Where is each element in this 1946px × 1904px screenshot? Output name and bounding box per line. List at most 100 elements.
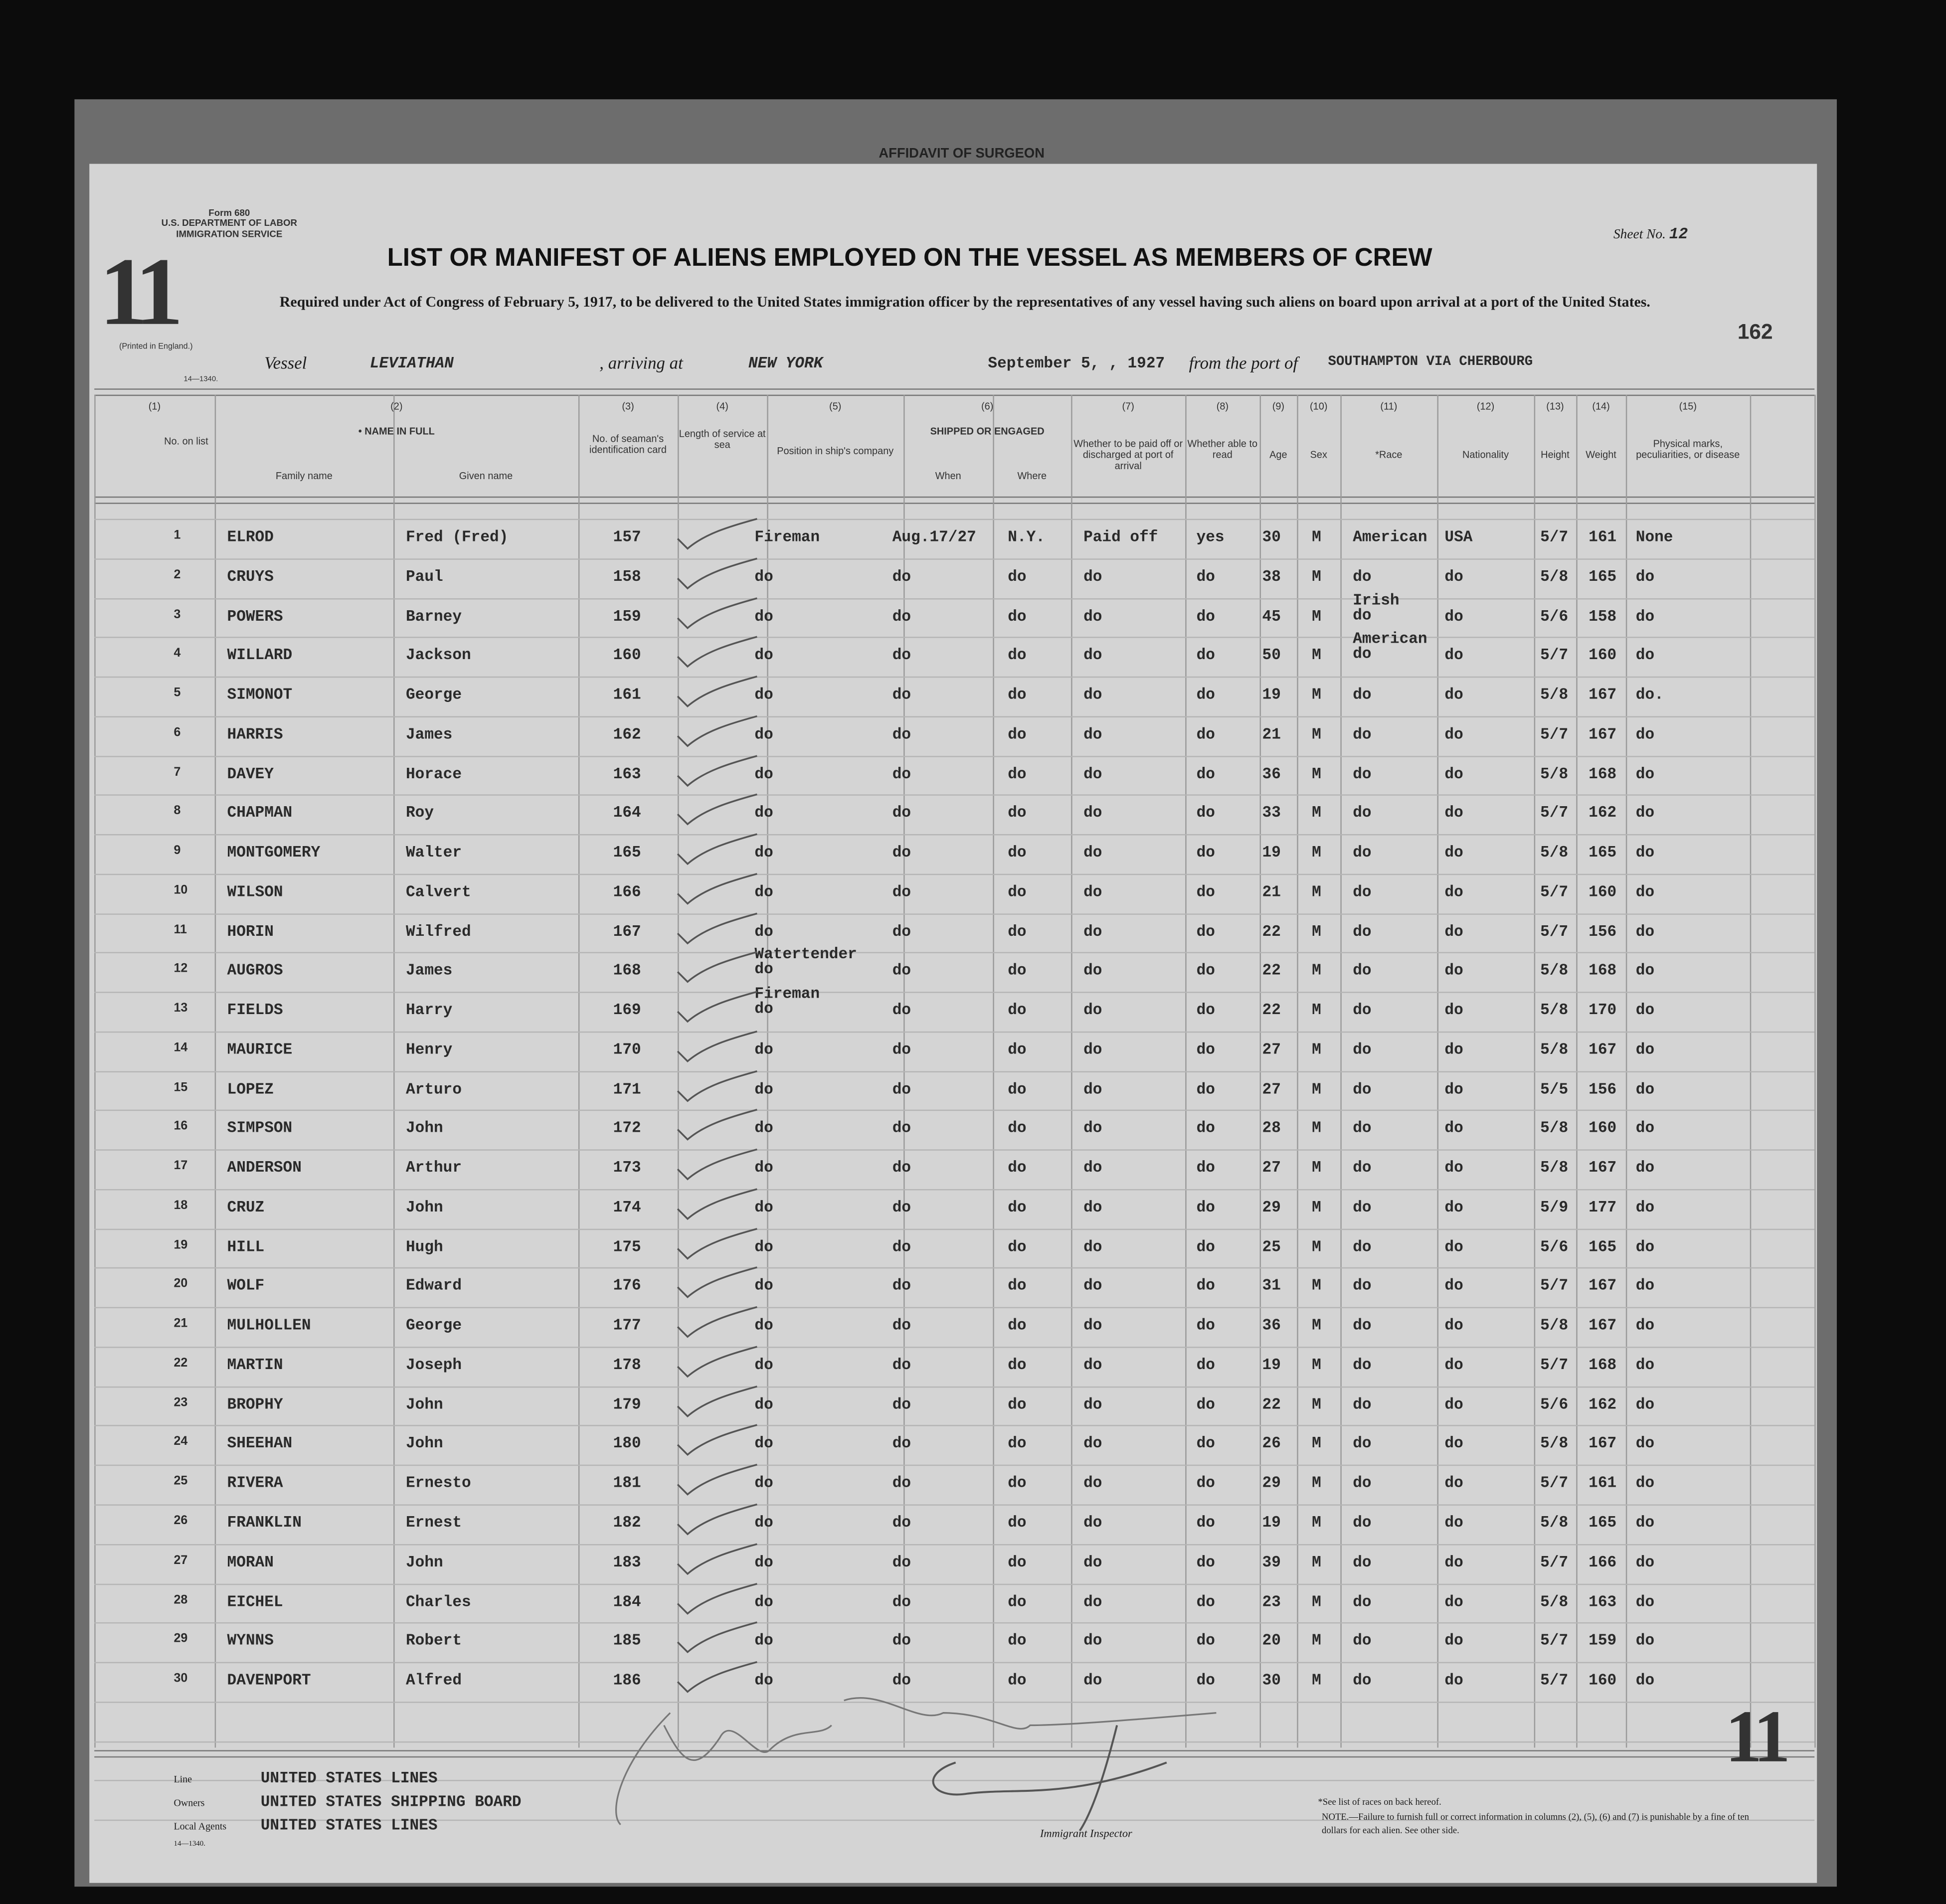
check-mark-icon: [677, 676, 757, 708]
shipped-when: do: [892, 1041, 911, 1059]
paid-off: do: [1083, 1435, 1102, 1453]
col-race: *Race: [1375, 449, 1403, 461]
position: do: [754, 1632, 773, 1650]
shipped-when: do: [892, 923, 911, 941]
shipped-where: do: [1008, 765, 1027, 783]
given-name: Ernesto: [405, 1475, 471, 1493]
weight: 156: [1589, 923, 1617, 941]
card-number: 160: [613, 647, 641, 665]
height: 5/8: [1540, 1593, 1569, 1611]
row-rule: [94, 1347, 1815, 1348]
weight: 158: [1589, 607, 1617, 625]
physical-marks: do: [1635, 568, 1655, 586]
line-value: UNITED STATES LINES: [260, 1770, 438, 1788]
position: Watertender do: [754, 946, 857, 979]
sex: M: [1312, 1357, 1321, 1374]
physical-marks: do: [1635, 1554, 1655, 1571]
check-mark-icon: [677, 1267, 757, 1299]
sex: M: [1312, 528, 1321, 546]
nationality: do: [1444, 1396, 1463, 1413]
check-mark-icon: [677, 1069, 757, 1102]
family-name: SIMONOT: [227, 686, 293, 704]
column-number: (4): [716, 401, 728, 412]
nationality: do: [1444, 1317, 1463, 1335]
shipped-when: do: [892, 1080, 911, 1098]
shipped-where: do: [1008, 1396, 1027, 1413]
row-number: 7: [174, 765, 181, 779]
weight: 167: [1589, 686, 1617, 704]
position: do: [754, 725, 773, 743]
check-mark-icon: [677, 1543, 757, 1575]
voyage-line: Vessel LEVIATHAN , arriving at NEW YORK …: [264, 355, 1604, 375]
paid-off: do: [1083, 1357, 1102, 1374]
able-to-read: do: [1196, 1396, 1215, 1413]
card-number: 158: [613, 568, 641, 586]
paid-off: do: [1083, 962, 1102, 980]
sex: M: [1312, 1238, 1321, 1256]
family-name: WILLARD: [227, 647, 293, 665]
row-rule: [94, 519, 1815, 520]
check-mark-icon: [677, 1227, 757, 1260]
given-name: John: [405, 1435, 443, 1453]
physical-marks: do: [1635, 1120, 1655, 1138]
physical-marks: do: [1635, 1002, 1655, 1020]
form-dept: U.S. DEPARTMENT OF LABOR: [161, 217, 298, 229]
height: 5/8: [1540, 1317, 1569, 1335]
position: do: [754, 1514, 773, 1532]
able-to-read: do: [1196, 1317, 1215, 1335]
row-rule: [94, 1622, 1815, 1624]
col-when: When: [935, 470, 961, 482]
family-name: ELROD: [227, 528, 274, 546]
race: do: [1353, 1632, 1372, 1650]
given-name: Charles: [405, 1593, 471, 1611]
shipped-when: do: [892, 1120, 911, 1138]
vessel-name: LEVIATHAN: [369, 355, 454, 372]
given-name: Barney: [405, 607, 462, 625]
footer-code: 14—1340.: [174, 1841, 205, 1849]
col-weight: Weight: [1586, 449, 1616, 461]
nationality: do: [1444, 1357, 1463, 1374]
position: Fireman: [754, 528, 820, 546]
card-number: 185: [613, 1632, 641, 1650]
row-number: 19: [174, 1238, 188, 1252]
inspector-label: Immigrant Inspector: [1040, 1827, 1132, 1840]
given-name: Harry: [405, 1002, 453, 1020]
weight: 161: [1589, 528, 1617, 546]
card-number: 177: [613, 1317, 641, 1335]
column-number: (2): [390, 401, 403, 412]
row-rule: [94, 834, 1815, 836]
family-name: WILSON: [227, 883, 283, 901]
col-paid: Whether to be paid off or discharged at …: [1073, 438, 1183, 472]
nationality: do: [1444, 1593, 1463, 1611]
family-name: HORIN: [227, 923, 274, 941]
paid-off: do: [1083, 1632, 1102, 1650]
given-name: Hugh: [405, 1238, 443, 1256]
shipped-where: do: [1008, 1514, 1027, 1532]
paid-off: do: [1083, 1593, 1102, 1611]
able-to-read: do: [1196, 1277, 1215, 1295]
physical-marks: do: [1635, 1514, 1655, 1532]
age: 21: [1262, 883, 1281, 901]
family-name: WOLF: [227, 1277, 265, 1295]
form-big-number: 11: [99, 237, 183, 346]
height: 5/5: [1540, 1080, 1569, 1098]
shipped-where: do: [1008, 1593, 1027, 1611]
from-port: SOUTHAMPTON VIA CHERBOURG: [1328, 355, 1533, 370]
row-rule: [94, 1386, 1815, 1387]
row-rule: [94, 637, 1815, 639]
check-mark-icon: [677, 636, 757, 668]
paid-off: do: [1083, 1396, 1102, 1413]
able-to-read: do: [1196, 607, 1215, 625]
sheet-no: Sheet No. 12: [1613, 226, 1688, 243]
check-mark-icon: [677, 1188, 757, 1220]
weight: 160: [1589, 1672, 1617, 1690]
paid-off: do: [1083, 1080, 1102, 1098]
row-rule: [94, 715, 1815, 717]
shipped-when: do: [892, 1199, 911, 1216]
paid-off: do: [1083, 1277, 1102, 1295]
race: American: [1353, 528, 1427, 546]
given-name: James: [405, 962, 453, 980]
weight: 165: [1589, 1238, 1617, 1256]
form-block: Form 680 U.S. DEPARTMENT OF LABOR IMMIGR…: [161, 207, 298, 239]
height: 5/7: [1540, 1475, 1569, 1493]
